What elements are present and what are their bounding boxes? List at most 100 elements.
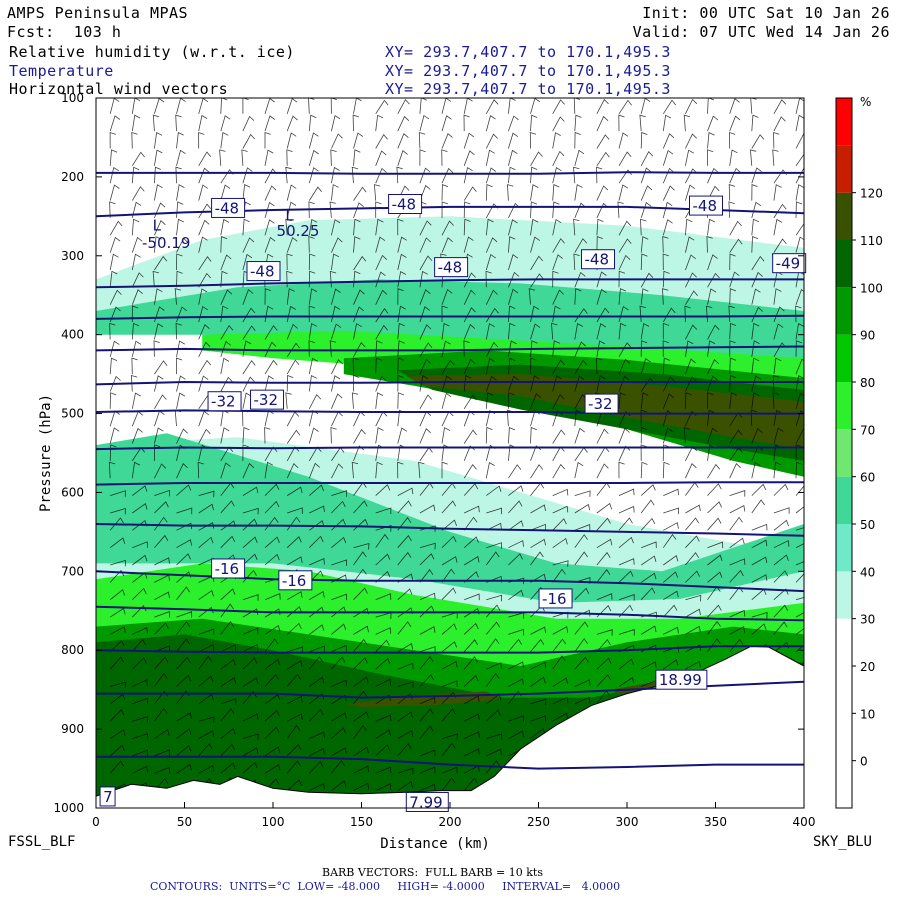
- wind-barb: [308, 218, 318, 236]
- wind-barb: [552, 218, 562, 236]
- wind-barb: [353, 374, 360, 392]
- wind-barb: [264, 709, 280, 722]
- wind-barb: [264, 638, 279, 653]
- contour-label: -48: [392, 196, 417, 214]
- wind-barb: [574, 534, 588, 548]
- wind-barb: [441, 359, 455, 375]
- wind-barb: [552, 429, 566, 444]
- wind-barb: [131, 272, 144, 288]
- wind-barb: [729, 357, 737, 375]
- wind-barb: [352, 114, 359, 132]
- wind-barb: [220, 218, 230, 236]
- wind-barb: [375, 570, 391, 583]
- contour-label-box: [246, 261, 281, 282]
- wind-barb: [463, 536, 479, 548]
- wind-barb: [795, 428, 804, 444]
- wind-barb: [529, 131, 537, 149]
- wind-barb: [154, 444, 161, 461]
- wind-barb: [375, 392, 384, 409]
- wind-barb: [353, 186, 367, 201]
- wind-barb: [662, 444, 670, 461]
- wind-barb: [309, 645, 325, 653]
- colorbar-segment: [836, 192, 852, 240]
- wind-barb: [242, 253, 253, 271]
- wind-barb: [707, 359, 720, 375]
- wind-barb: [662, 427, 673, 444]
- wind-barb: [729, 167, 741, 184]
- colorbar-segment: [836, 98, 852, 146]
- wind-barb: [618, 151, 632, 167]
- wind-barb: [176, 763, 192, 774]
- wind-barb: [286, 342, 301, 358]
- wind-barb: [663, 522, 679, 531]
- isotherm-line: [96, 314, 804, 320]
- wind-barb: [309, 783, 325, 791]
- wind-barb: [154, 766, 170, 774]
- wind-barb: [729, 392, 737, 409]
- wind-barb: [198, 375, 209, 392]
- wind-barb: [640, 461, 648, 479]
- wind-barb: [795, 506, 804, 514]
- wind-barb: [375, 507, 392, 515]
- wind-barb: [419, 542, 436, 550]
- wind-barb: [375, 254, 388, 271]
- wind-barb: [463, 201, 471, 218]
- wind-barb: [729, 429, 743, 444]
- wind-barb: [397, 517, 412, 531]
- wind-barb: [419, 697, 436, 705]
- wind-barb: [353, 236, 361, 253]
- wind-barb: [685, 552, 700, 566]
- x-tick-label: 50: [177, 815, 192, 829]
- wind-barb: [508, 589, 524, 601]
- wind-barb: [132, 554, 148, 566]
- wind-barb: [463, 656, 478, 670]
- wind-barb: [574, 131, 581, 149]
- wind-barb: [552, 289, 564, 305]
- wind-barb: [419, 375, 429, 392]
- wind-barb: [773, 461, 782, 479]
- wind-barb: [154, 611, 170, 618]
- wind-barb: [397, 573, 414, 583]
- wind-barb: [552, 626, 569, 635]
- wind-barb: [707, 571, 723, 583]
- wind-barb: [508, 357, 516, 375]
- wind-barb: [176, 638, 190, 653]
- wind-barb: [331, 623, 347, 635]
- wind-barb: [795, 543, 804, 549]
- wind-barb: [463, 323, 476, 340]
- wind-barb: [728, 184, 736, 201]
- wind-barb: [352, 357, 360, 375]
- wind-barb: [596, 569, 611, 583]
- colorbar-segment: [836, 287, 852, 335]
- wind-barb: [574, 551, 588, 566]
- wind-barb: [220, 535, 236, 548]
- wind-barb: [795, 485, 804, 496]
- contour-label-box: [584, 393, 619, 414]
- wind-barb: [286, 115, 298, 132]
- wind-barb: [109, 306, 121, 323]
- wind-barb: [530, 340, 538, 357]
- wind-barb: [285, 166, 292, 184]
- wind-barb: [242, 553, 258, 566]
- wind-barb: [508, 375, 519, 392]
- wind-barb: [729, 537, 745, 549]
- wind-barb: [662, 340, 669, 357]
- wind-barb: [552, 375, 562, 392]
- wind-barb: [419, 504, 436, 514]
- colorbar-label: 40: [860, 565, 875, 579]
- wind-barb: [264, 461, 273, 479]
- wind-barb: [397, 374, 404, 392]
- wind-barb: [552, 166, 562, 184]
- wind-barb: [220, 289, 233, 305]
- wind-barb: [574, 461, 584, 479]
- wind-barb: [308, 201, 315, 218]
- wind-barb: [264, 288, 272, 305]
- wind-barb: [441, 680, 458, 688]
- y-tick-label: 100: [61, 91, 84, 105]
- contour-legend: CONTOURS: UNITS=°C LOW= -48.000 HIGH= -4…: [150, 880, 621, 893]
- wind-barb: [309, 747, 325, 757]
- colorbar-segment: [836, 666, 852, 714]
- wind-barb: [640, 236, 649, 253]
- y-tick-label: 1000: [53, 801, 84, 815]
- wind-barb: [463, 639, 479, 653]
